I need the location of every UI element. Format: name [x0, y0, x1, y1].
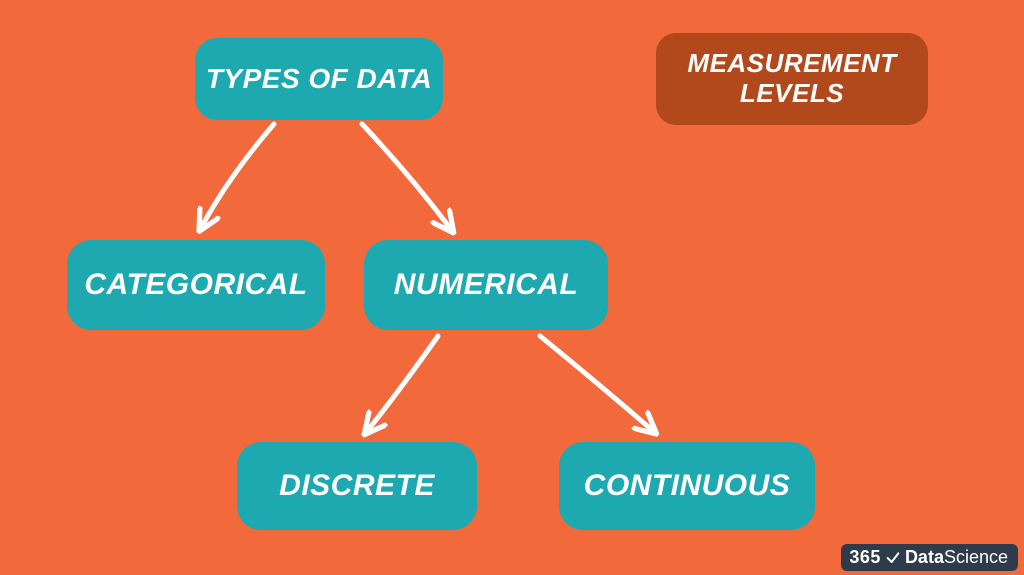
- logo-prefix: 365: [849, 547, 881, 568]
- node-label: Continuous: [584, 469, 791, 504]
- node-continuous: Continuous: [559, 442, 815, 530]
- node-label: Numerical: [394, 268, 579, 303]
- node-label: Categorical: [84, 268, 307, 303]
- node-types-of-data: Types of Data: [195, 38, 443, 120]
- node-label: Discrete: [279, 469, 435, 504]
- node-label: Measurement Levels: [666, 49, 918, 109]
- brand-logo: 365 DataScience: [841, 544, 1018, 571]
- logo-text-1: Data: [905, 547, 944, 568]
- node-discrete: Discrete: [237, 442, 477, 530]
- node-numerical: Numerical: [364, 240, 608, 330]
- node-label: Types of Data: [206, 63, 432, 95]
- check-icon: [885, 550, 901, 566]
- node-measurement-levels: Measurement Levels: [656, 33, 928, 125]
- logo-text-2: Science: [944, 547, 1008, 568]
- diagram-stage: Types of Data Measurement Levels Categor…: [0, 0, 1024, 575]
- node-categorical: Categorical: [67, 240, 325, 330]
